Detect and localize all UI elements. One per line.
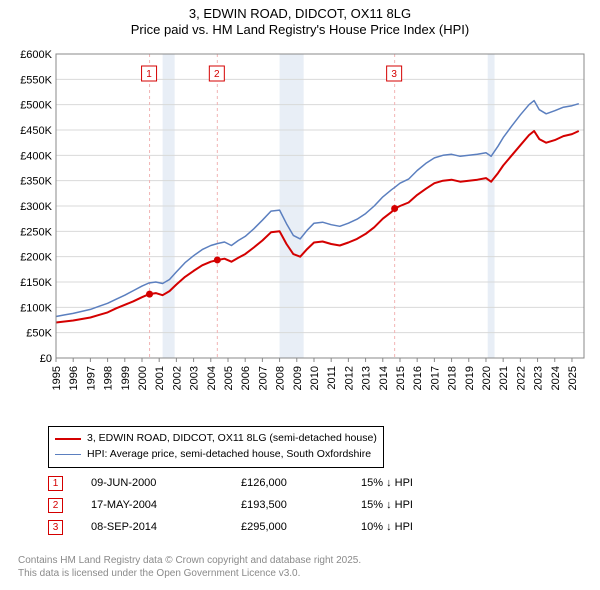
svg-text:2: 2 bbox=[214, 69, 220, 80]
footer-line2: This data is licensed under the Open Gov… bbox=[18, 568, 361, 581]
svg-text:2013: 2013 bbox=[361, 366, 373, 390]
footer: Contains HM Land Registry data © Crown c… bbox=[18, 555, 361, 580]
svg-text:1995: 1995 bbox=[51, 366, 63, 390]
svg-text:2012: 2012 bbox=[343, 366, 355, 390]
svg-text:2016: 2016 bbox=[412, 366, 424, 390]
svg-text:£350K: £350K bbox=[20, 176, 52, 188]
svg-text:1: 1 bbox=[146, 69, 152, 80]
svg-text:£100K: £100K bbox=[20, 302, 52, 314]
svg-text:2025: 2025 bbox=[567, 366, 579, 390]
svg-text:2005: 2005 bbox=[223, 366, 235, 390]
svg-text:1997: 1997 bbox=[85, 366, 97, 390]
svg-text:2010: 2010 bbox=[309, 366, 321, 390]
marker-num-2: 2 bbox=[53, 500, 59, 511]
svg-text:2009: 2009 bbox=[292, 366, 304, 390]
marker-diff-2: 15% ↓ HPI bbox=[361, 499, 481, 511]
svg-text:£150K: £150K bbox=[20, 277, 52, 289]
marker-price-1: £126,000 bbox=[241, 477, 361, 489]
svg-text:£600K: £600K bbox=[20, 49, 52, 61]
svg-text:2011: 2011 bbox=[326, 366, 338, 390]
marker-row-1: 1 09-JUN-2000 £126,000 15% ↓ HPI bbox=[48, 472, 481, 494]
svg-text:2003: 2003 bbox=[189, 366, 201, 390]
svg-text:£300K: £300K bbox=[20, 201, 52, 213]
title-block: 3, EDWIN ROAD, DIDCOT, OX11 8LG Price pa… bbox=[0, 0, 600, 39]
marker-row-2: 2 17-MAY-2004 £193,500 15% ↓ HPI bbox=[48, 494, 481, 516]
svg-text:£50K: £50K bbox=[26, 328, 52, 340]
marker-table: 1 09-JUN-2000 £126,000 15% ↓ HPI 2 17-MA… bbox=[48, 472, 481, 538]
svg-text:1998: 1998 bbox=[103, 366, 115, 390]
legend-row-subject: 3, EDWIN ROAD, DIDCOT, OX11 8LG (semi-de… bbox=[55, 431, 377, 447]
title-line1: 3, EDWIN ROAD, DIDCOT, OX11 8LG bbox=[0, 6, 600, 22]
svg-text:£0: £0 bbox=[40, 353, 52, 365]
marker-date-1: 09-JUN-2000 bbox=[91, 477, 241, 489]
svg-text:1999: 1999 bbox=[120, 366, 132, 390]
svg-text:2022: 2022 bbox=[515, 366, 527, 390]
svg-text:2019: 2019 bbox=[464, 366, 476, 390]
svg-text:2000: 2000 bbox=[137, 366, 149, 390]
svg-text:2017: 2017 bbox=[429, 366, 441, 390]
svg-text:£400K: £400K bbox=[20, 150, 52, 162]
svg-text:£550K: £550K bbox=[20, 74, 52, 86]
svg-text:2015: 2015 bbox=[395, 366, 407, 390]
svg-text:2018: 2018 bbox=[447, 366, 459, 390]
marker-diff-1: 15% ↓ HPI bbox=[361, 477, 481, 489]
svg-text:2006: 2006 bbox=[240, 366, 252, 390]
legend-swatch-hpi bbox=[55, 454, 81, 455]
svg-text:1996: 1996 bbox=[68, 366, 80, 390]
chart-svg: £0 £50K £100K £150K £200K £250K £300K £350K £400… bbox=[10, 48, 590, 418]
title-line2: Price paid vs. HM Land Registry's House … bbox=[0, 22, 600, 38]
marker-num-1: 1 bbox=[53, 478, 59, 489]
legend-swatch-subject bbox=[55, 438, 81, 440]
marker-badge-2: 2 bbox=[48, 498, 63, 513]
marker-date-2: 17-MAY-2004 bbox=[91, 499, 241, 511]
svg-text:2002: 2002 bbox=[171, 366, 183, 390]
svg-text:2007: 2007 bbox=[257, 366, 269, 390]
svg-text:2014: 2014 bbox=[378, 366, 390, 390]
svg-text:2004: 2004 bbox=[206, 366, 218, 390]
svg-text:£450K: £450K bbox=[20, 125, 52, 137]
svg-text:2001: 2001 bbox=[154, 366, 166, 390]
marker-badge-3: 3 bbox=[48, 520, 63, 535]
marker-date-3: 08-SEP-2014 bbox=[91, 521, 241, 533]
marker-price-3: £295,000 bbox=[241, 521, 361, 533]
chart: £0 £50K £100K £150K £200K £250K £300K £350K £400… bbox=[10, 48, 590, 418]
marker-price-2: £193,500 bbox=[241, 499, 361, 511]
legend-row-hpi: HPI: Average price, semi-detached house,… bbox=[55, 447, 377, 463]
legend: 3, EDWIN ROAD, DIDCOT, OX11 8LG (semi-de… bbox=[48, 426, 384, 468]
footer-line1: Contains HM Land Registry data © Crown c… bbox=[18, 555, 361, 568]
marker-badge-1: 1 bbox=[48, 476, 63, 491]
svg-text:2020: 2020 bbox=[481, 366, 493, 390]
svg-text:2024: 2024 bbox=[550, 366, 562, 390]
figure: 3, EDWIN ROAD, DIDCOT, OX11 8LG Price pa… bbox=[0, 0, 600, 590]
legend-label-subject: 3, EDWIN ROAD, DIDCOT, OX11 8LG (semi-de… bbox=[87, 431, 377, 447]
legend-label-hpi: HPI: Average price, semi-detached house,… bbox=[87, 447, 371, 463]
svg-text:2023: 2023 bbox=[533, 366, 545, 390]
svg-text:£500K: £500K bbox=[20, 100, 52, 112]
marker-num-3: 3 bbox=[53, 522, 59, 533]
svg-text:2021: 2021 bbox=[498, 366, 510, 390]
svg-text:£250K: £250K bbox=[20, 226, 52, 238]
marker-diff-3: 10% ↓ HPI bbox=[361, 521, 481, 533]
svg-text:£200K: £200K bbox=[20, 252, 52, 264]
svg-text:3: 3 bbox=[391, 69, 397, 80]
marker-row-3: 3 08-SEP-2014 £295,000 10% ↓ HPI bbox=[48, 516, 481, 538]
svg-text:2008: 2008 bbox=[275, 366, 287, 390]
